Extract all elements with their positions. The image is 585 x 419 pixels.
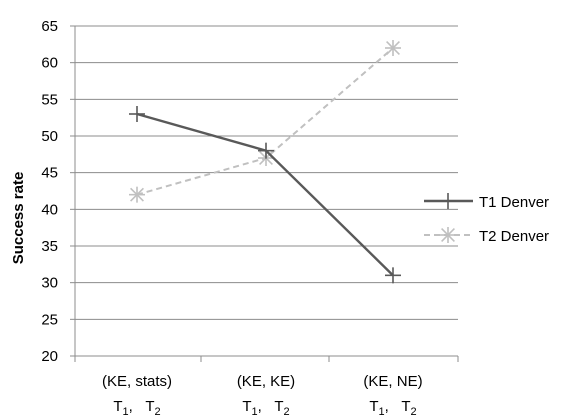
series-line <box>136 112 394 277</box>
y-tick-label: 35 <box>41 238 58 255</box>
y-tick-label: 40 <box>41 201 58 218</box>
x-category-label: (KE, stats) <box>102 373 172 390</box>
y-tick-label: 20 <box>41 348 58 365</box>
y-tick-label: 65 <box>41 18 58 35</box>
x-category-sublabel: T1, T2 <box>113 398 160 418</box>
legend-marker <box>440 227 456 243</box>
legend-marker <box>440 193 456 209</box>
x-category-sublabel: T1, T2 <box>242 398 289 418</box>
y-tick-label: 45 <box>41 165 58 182</box>
legend: T1 Denver T2 Denver <box>424 193 549 245</box>
y-tick-label: 55 <box>41 91 58 108</box>
data-point <box>129 186 145 203</box>
legend-entry: T2 Denver <box>424 227 549 245</box>
y-tick-label: 50 <box>41 128 58 145</box>
axes <box>70 25 459 362</box>
x-category-sublabel: T1, T2 <box>369 398 416 418</box>
data-point <box>129 106 145 122</box>
data-point <box>258 142 274 159</box>
data-point <box>385 40 401 56</box>
x-category-label: (KE, KE) <box>237 373 295 390</box>
data-point <box>385 267 401 284</box>
y-axis-label: Success rate <box>10 172 27 265</box>
y-tick-label: 30 <box>41 275 58 292</box>
y-tick-labels: 20 25 30 35 40 45 50 55 60 65 <box>41 18 58 365</box>
grid-lines <box>75 25 458 357</box>
series-0 <box>129 106 401 284</box>
y-tick-label: 60 <box>41 55 58 72</box>
series <box>129 40 401 284</box>
legend-entry: T1 Denver <box>424 193 549 211</box>
x-category-labels: (KE, stats) T1, T2 (KE, KE) T1, T2 (KE, NE) T… <box>102 373 423 418</box>
y-tick-label: 25 <box>41 311 58 328</box>
x-category-label: (KE, NE) <box>363 373 422 390</box>
legend-label: T1 Denver <box>479 194 549 211</box>
series-1 <box>129 40 401 203</box>
legend-label: T2 Denver <box>479 228 549 245</box>
